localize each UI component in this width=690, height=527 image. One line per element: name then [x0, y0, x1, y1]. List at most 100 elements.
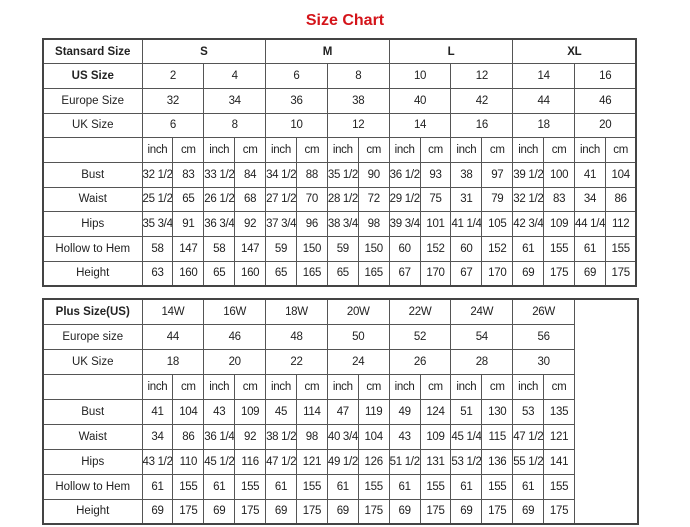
- us-size: 20W: [326, 298, 390, 325]
- europe-size: 44: [141, 323, 205, 350]
- measurement-row-waist: Waist 25 1/2 65 26 1/2 68 27 1/2 70 28 1/2 72 29 …: [42, 186, 637, 213]
- measurement-value: 155: [234, 473, 267, 500]
- measurement-value: 65: [172, 186, 205, 213]
- europe-size-row: Europe Size 32 34 36 38 40 42 44 46: [42, 87, 637, 114]
- uk-size: 28: [450, 348, 514, 375]
- measurement-value: 35 1/2: [326, 161, 359, 188]
- measurement-value: 175: [234, 498, 267, 525]
- measurement-value: 126: [357, 448, 390, 475]
- measurement-value: 155: [543, 236, 576, 262]
- measurement-value: 130: [481, 398, 514, 425]
- us-size: 24W: [450, 298, 514, 325]
- measurement-value: 69: [512, 260, 545, 287]
- europe-size: 36: [265, 87, 328, 114]
- measurement-value: 41 1/4: [450, 211, 483, 237]
- measurement-label: Waist: [42, 423, 143, 450]
- measurement-value: 86: [172, 423, 205, 450]
- measurement-value: 47 1/2: [265, 448, 297, 475]
- measurement-label: Height: [42, 498, 143, 525]
- us-size: 18W: [265, 298, 328, 325]
- measurement-value: 61: [141, 473, 174, 500]
- size-group: S: [141, 38, 267, 65]
- uk-size-row: UK Size 18 20 22 24 26 28 30: [42, 348, 638, 375]
- unit-inch: inch: [203, 373, 236, 400]
- us-size: 10: [388, 63, 452, 89]
- unit-inch: inch: [141, 137, 174, 163]
- unit-cm: cm: [419, 373, 452, 400]
- unit-inch: inch: [326, 137, 359, 163]
- measurement-value: 38 1/2: [265, 423, 297, 450]
- measurement-value: 32 1/2: [512, 186, 545, 213]
- measurement-value: 104: [172, 398, 205, 425]
- measurement-value: 32 1/2: [141, 161, 174, 188]
- europe-size: 46: [574, 87, 637, 114]
- measurement-value: 83: [172, 161, 205, 188]
- measurement-value: 45 1/2: [203, 448, 236, 475]
- measurement-value: 160: [172, 260, 205, 287]
- uk-size: 26: [388, 348, 452, 375]
- measurement-value: 141: [543, 448, 575, 475]
- us-size-row: Plus Size(US) 14W 16W 18W 20W 22W 24W 26W: [42, 298, 639, 525]
- measurement-value: 65: [265, 260, 297, 287]
- measurement-value: 101: [419, 211, 452, 237]
- measurement-value: 51: [450, 398, 483, 425]
- unit-inch: inch: [141, 373, 174, 400]
- us-size: 12: [450, 63, 514, 89]
- header-label: Stansard Size: [42, 38, 143, 65]
- europe-size: 52: [388, 323, 452, 350]
- us-size: 14: [512, 63, 576, 89]
- size-group: XL: [512, 38, 637, 65]
- measurement-value: 53: [512, 398, 545, 425]
- measurement-value: 155: [172, 473, 205, 500]
- uk-size: 24: [326, 348, 390, 375]
- europe-size-row: Europe size 44 46 48 50 52 54 56: [42, 323, 638, 350]
- measurement-value: 136: [481, 448, 514, 475]
- plus-size-table: Plus Size(US) 14W 16W 18W 20W 22W 24W 26W Europe…: [42, 298, 640, 525]
- uk-size: 20: [203, 348, 267, 375]
- measurement-value: 41: [574, 161, 606, 188]
- measurement-value: 121: [295, 448, 328, 475]
- measurement-label: Height: [42, 260, 143, 287]
- size-group: L: [388, 38, 514, 65]
- measurement-value: 60: [388, 236, 421, 262]
- unit-cm: cm: [295, 137, 328, 163]
- measurement-value: 61: [203, 473, 236, 500]
- measurement-value: 92: [234, 423, 267, 450]
- measurement-value: 61: [326, 473, 359, 500]
- measurement-value: 58: [203, 236, 236, 262]
- unit-cm: cm: [357, 373, 390, 400]
- europe-size: 48: [265, 323, 328, 350]
- measurement-row-hollow-to-hem: Hollow to Hem 61 155 61 155 61 155 61 155 61 155 61…: [42, 473, 638, 500]
- uk-size: 22: [265, 348, 328, 375]
- europe-size: 38: [326, 87, 390, 114]
- us-size: 16W: [203, 298, 267, 325]
- measurement-value: 105: [481, 211, 514, 237]
- unit-cm: cm: [295, 373, 328, 400]
- measurement-value: 55 1/2: [512, 448, 545, 475]
- measurement-value: 45 1/4: [450, 423, 483, 450]
- measurement-row-height: Height 69 175 69 175 69 175 69 175 69 175 69 175 69 17…: [42, 498, 638, 525]
- measurement-value: 170: [419, 260, 452, 287]
- measurement-value: 42 3/4: [512, 211, 545, 237]
- measurement-value: 25 1/2: [141, 186, 174, 213]
- europe-size: 34: [203, 87, 267, 114]
- unit-inch: inch: [265, 137, 297, 163]
- measurement-value: 70: [295, 186, 328, 213]
- uk-size: 18: [512, 112, 576, 139]
- unit-cm: cm: [234, 137, 267, 163]
- measurement-value: 41: [141, 398, 174, 425]
- measurement-value: 43: [203, 398, 236, 425]
- measurement-value: 124: [419, 398, 452, 425]
- measurement-value: 34: [574, 186, 606, 213]
- unit-inch: inch: [512, 137, 545, 163]
- measurement-value: 47: [326, 398, 359, 425]
- measurement-value: 59: [326, 236, 359, 262]
- blank-label: [42, 137, 143, 163]
- measurement-value: 175: [172, 498, 205, 525]
- measurement-value: 83: [543, 186, 576, 213]
- measurement-row-bust: Bust 41 104 43 109 45 114 47 119 49 124 51 130 53 135: [42, 398, 638, 425]
- blank-label: [42, 373, 143, 400]
- uk-size: 12: [326, 112, 390, 139]
- measurement-value: 147: [234, 236, 267, 262]
- measurement-label: Hips: [42, 211, 143, 237]
